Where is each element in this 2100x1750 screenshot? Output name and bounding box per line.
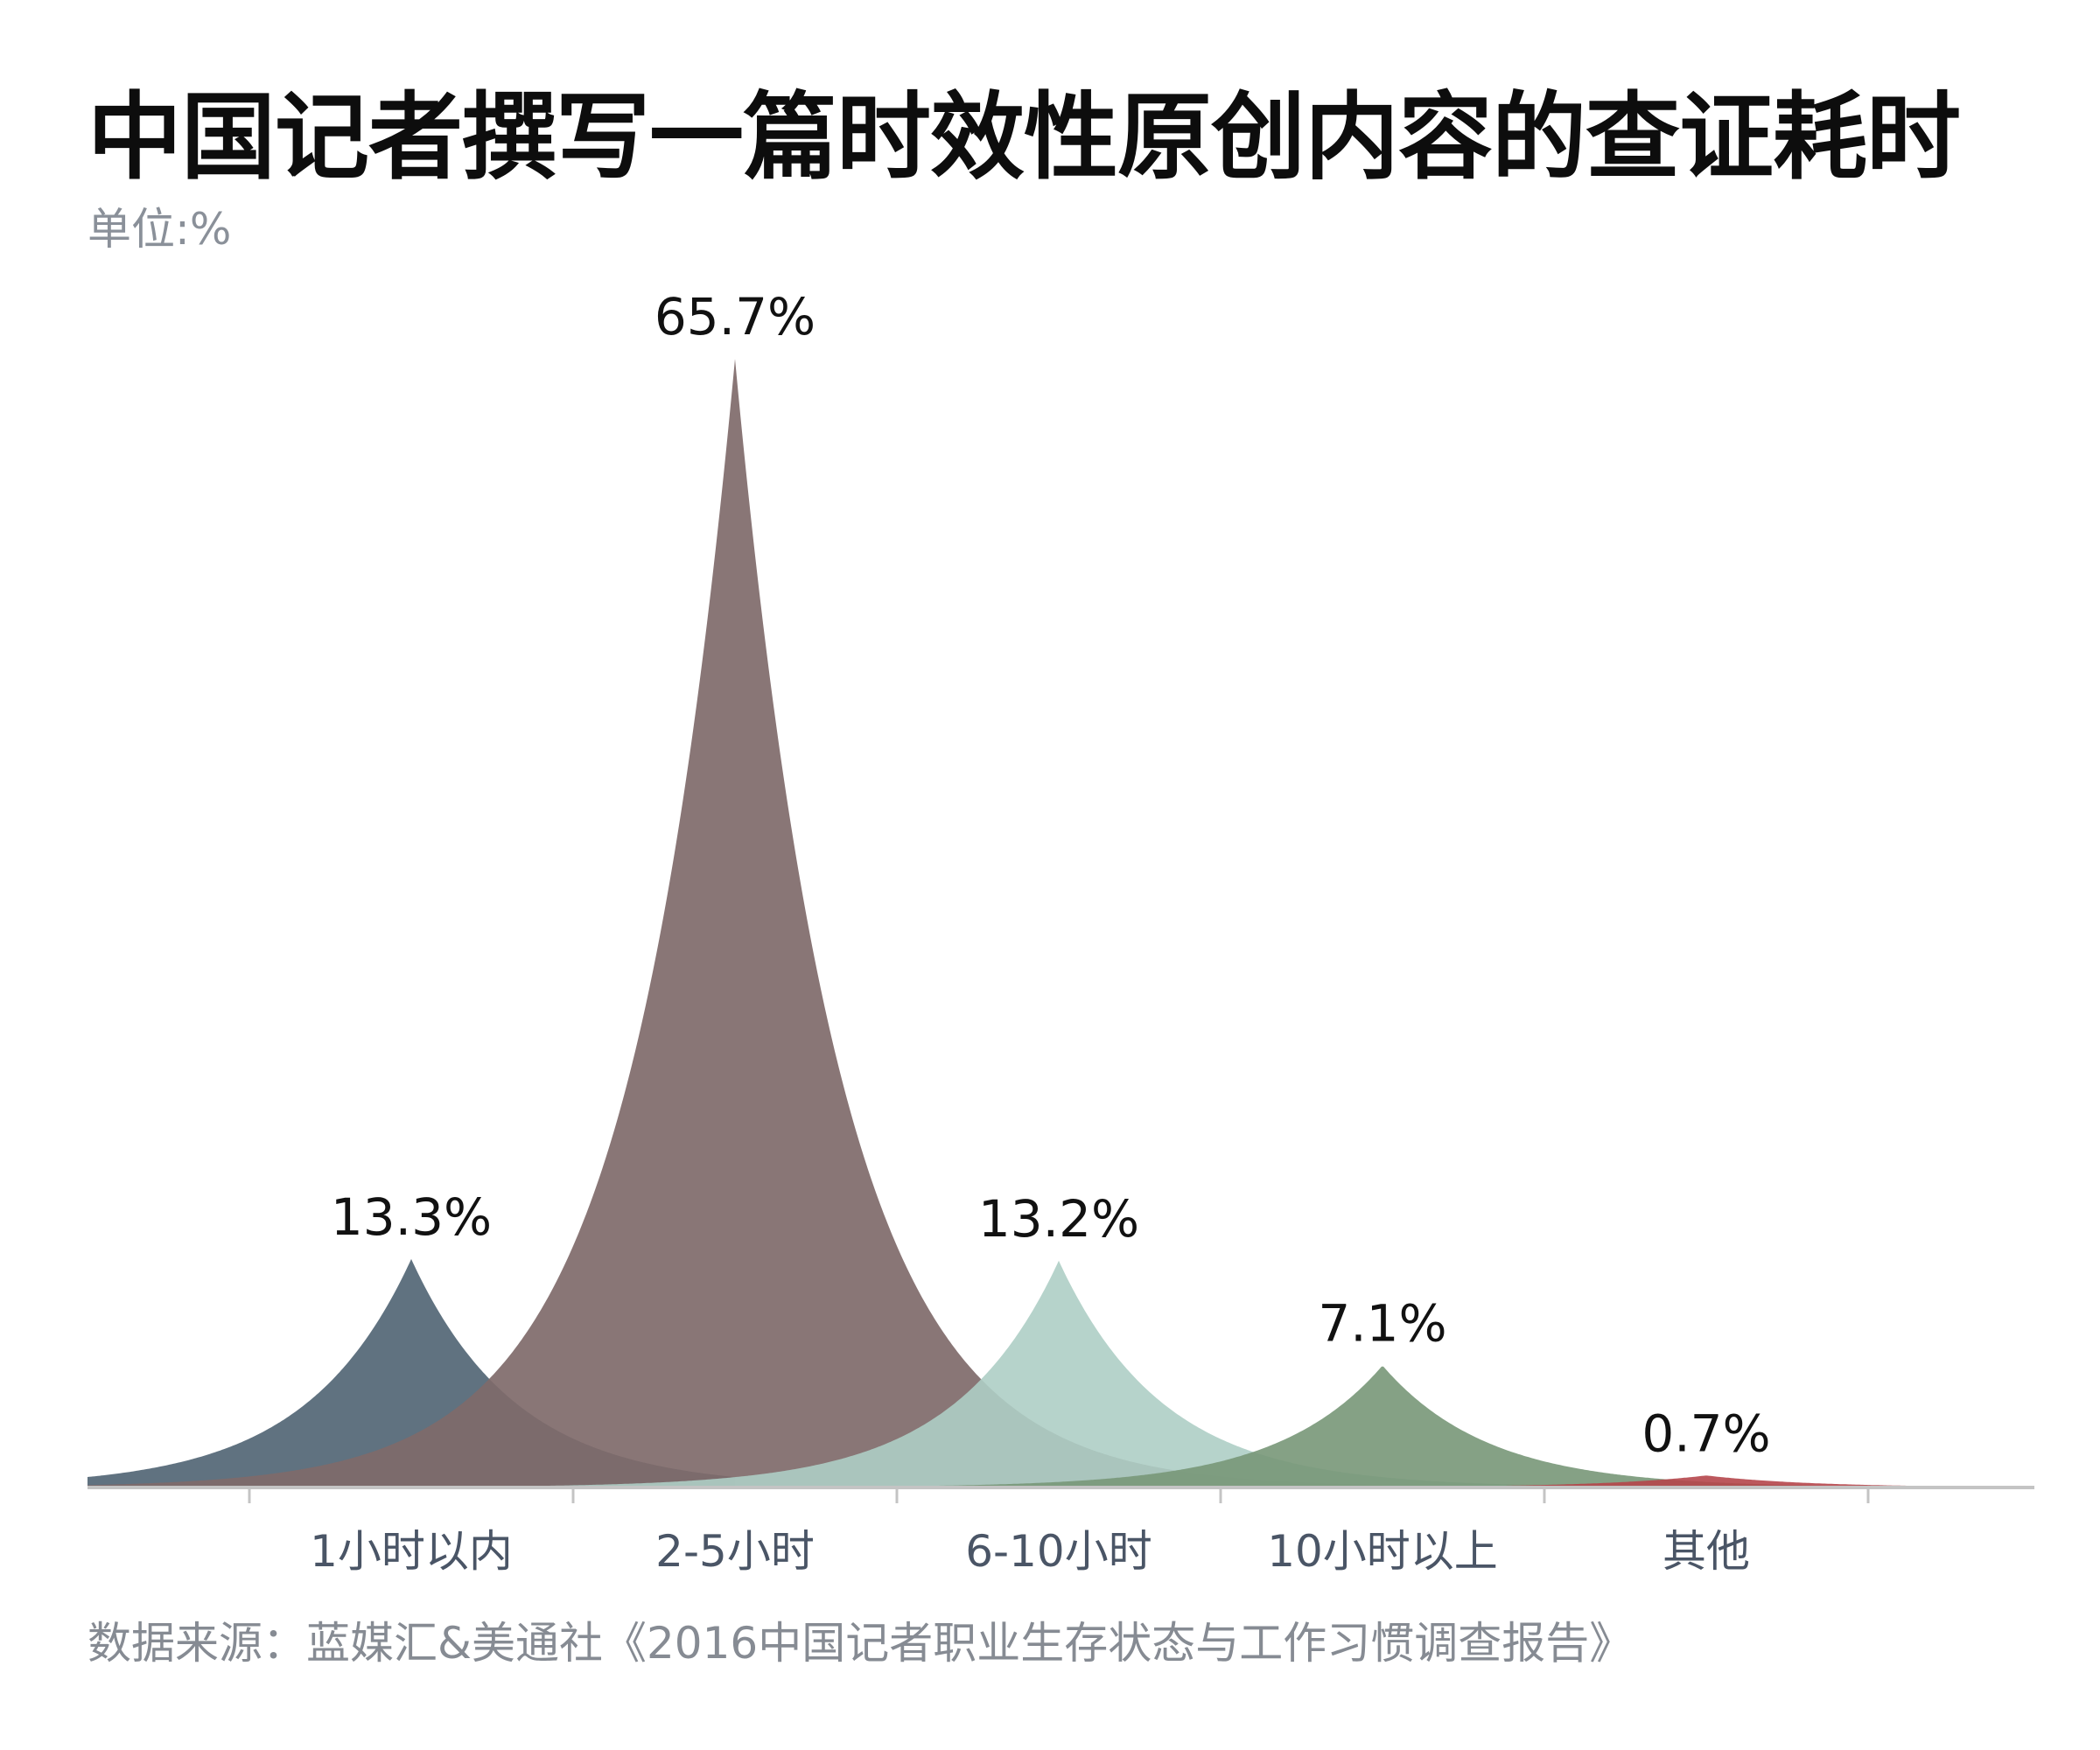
peak-over-10h [731,1366,2034,1488]
x-axis-ticks [248,1488,1870,1503]
peak-under-1h [88,1258,735,1488]
chart-title: 中国记者撰写一篇时效性原创内容的查证耗时 [88,83,1961,192]
category-label-over-10h: 10小时以上 [1267,1526,1498,1577]
value-label-over-10h: 7.1% [1318,1294,1446,1354]
chart-unit-label: 单位:% [88,204,232,255]
peaks-layer [88,359,2034,1488]
value-label-2-5h: 65.7% [654,287,816,346]
peak-6-10h [376,1260,1741,1488]
category-label-other: 其他 [1662,1526,1750,1577]
category-label-6-10h: 6-10小时 [965,1526,1152,1577]
peak-2-5h [88,359,1382,1488]
value-labels: 13.3% 65.7% 13.2% 7.1% 0.7% [331,287,1771,1463]
value-label-6-10h: 13.2% [978,1189,1139,1249]
category-label-2-5h: 2-5小时 [655,1526,815,1577]
category-label-under-1h: 1小时以内 [310,1526,513,1577]
value-label-under-1h: 13.3% [331,1187,492,1247]
category-labels: 1小时以内 2-5小时 6-10小时 10小时以上 其他 [310,1526,1750,1577]
value-label-other: 0.7% [1642,1404,1770,1463]
peak-other [1378,1475,2034,1488]
chart-source: 数据来源：蓝媒汇&美通社《2016中国记者职业生存状态与工作习惯调查报告》 [88,1618,1634,1669]
